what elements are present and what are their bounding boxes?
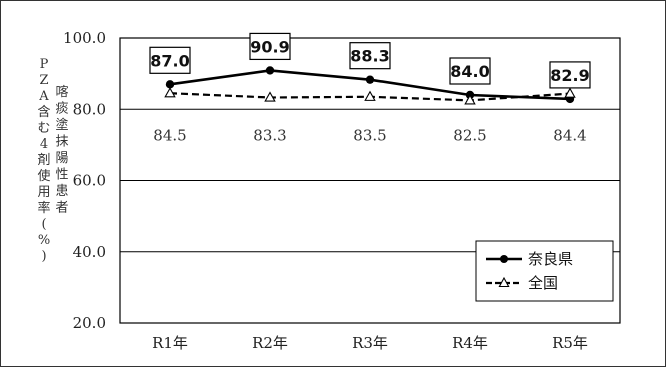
- data-label-national: 82.5: [453, 126, 486, 144]
- y-axis-ticks: 20.0 40.0 60.0 80.0 100.0: [63, 29, 106, 332]
- legend-box: [475, 240, 614, 302]
- data-label-national: 83.3: [253, 126, 286, 144]
- y-tick-label: 40.0: [73, 243, 106, 261]
- x-axis-ticks: R1年 R2年 R3年 R4年 R5年: [152, 334, 588, 352]
- y-axis-label: 喀痰塗抹陽性患者 P Z A 含む 4 剤使用率(%): [37, 57, 68, 264]
- series-lines: [164, 66, 576, 105]
- y-tick-label: 60.0: [73, 172, 106, 190]
- legend-marker: [498, 276, 510, 288]
- y-axis-label-text: 喀痰塗抹陽性患者: [55, 84, 68, 216]
- legend-label-nara: 奈良県: [528, 250, 573, 268]
- x-tick-label: R4年: [452, 334, 488, 352]
- y-axis-label-text: P Z A 含む 4 剤使用率(%): [37, 57, 50, 264]
- x-tick-label: R2年: [252, 334, 288, 352]
- legend-label-national: 全国: [528, 274, 558, 292]
- data-label-national: 84.4: [553, 126, 586, 144]
- data-point: [264, 91, 276, 102]
- data-point: [165, 80, 175, 89]
- data-label-box: [349, 42, 391, 70]
- data-label-nara: 90.9: [250, 37, 289, 56]
- data-point: [265, 66, 275, 75]
- data-label-nara: 82.9: [550, 66, 589, 85]
- data-label-national: 84.5: [153, 126, 186, 144]
- data-point: [564, 87, 576, 98]
- data-labels: 87.0 90.9 88.3 84.0 82.9 84.5 83.3 83.5 82.5 84.4: [149, 32, 591, 144]
- data-point: [464, 94, 476, 105]
- x-tick-label: R5年: [552, 334, 588, 352]
- data-label-box: [449, 57, 491, 85]
- data-label-box: [249, 32, 291, 61]
- legend-marker: [500, 255, 508, 263]
- data-label-box: [549, 61, 591, 89]
- data-label-national: 83.5: [353, 126, 386, 144]
- data-label-nara: 87.0: [150, 51, 189, 70]
- y-tick-label: 100.0: [63, 29, 106, 47]
- data-label-nara: 84.0: [450, 62, 489, 81]
- data-point: [365, 75, 375, 84]
- x-tick-label: R3年: [352, 334, 388, 352]
- data-label-box: [149, 46, 191, 74]
- data-point: [164, 87, 176, 98]
- data-label-nara: 88.3: [350, 47, 389, 66]
- data-point: [364, 90, 376, 101]
- x-tick-label: R1年: [152, 334, 188, 352]
- y-tick-label: 20.0: [73, 314, 106, 332]
- y-tick-label: 80.0: [73, 100, 106, 118]
